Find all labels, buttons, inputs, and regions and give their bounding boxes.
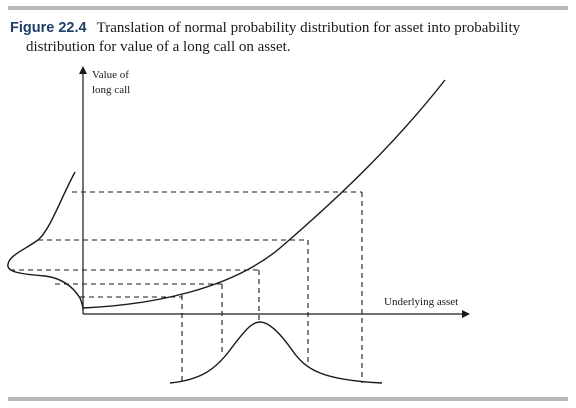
- figure-caption: Figure 22.4 Translation of normal probabi…: [10, 19, 570, 57]
- y-axis-label-line1: Value of: [92, 69, 129, 81]
- asset-distribution-curve: [169, 321, 383, 384]
- caption-text-line1: Translation of normal probability distri…: [96, 20, 521, 36]
- caption-text-line2: distribution for value of a long call on…: [26, 39, 291, 55]
- figure-label: Figure 22.4: [10, 20, 87, 36]
- x-axis-label: Underlying asset: [384, 296, 458, 308]
- top-rule: [8, 6, 568, 10]
- bottom-rule: [8, 397, 568, 401]
- call-value-distribution-curve: [7, 171, 84, 311]
- y-axis-label-line2: long call: [92, 84, 130, 96]
- call-value-curve: [82, 79, 446, 309]
